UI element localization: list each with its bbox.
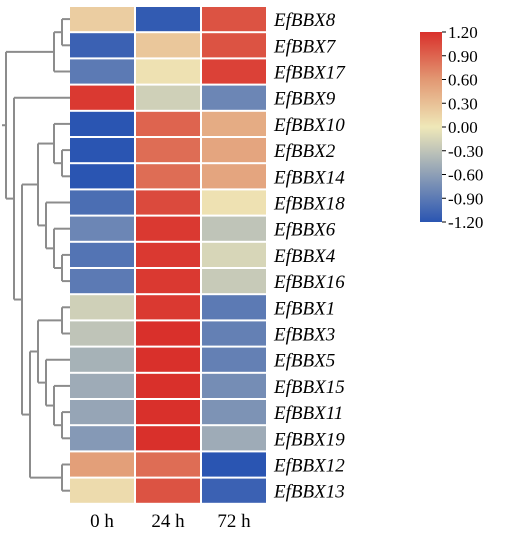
legend-tick-label: -0.90 (448, 189, 483, 208)
heatmap-cell (136, 242, 200, 267)
row-label: EfBBX3 (273, 325, 335, 346)
heatmap-cell (70, 347, 134, 372)
heatmap-cell (136, 478, 200, 503)
row-label: EfBBX18 (273, 194, 345, 215)
heatmap-cells (70, 7, 266, 503)
column-label: 0 h (90, 511, 114, 532)
heatmap-cell (202, 190, 266, 215)
column-label: 24 h (151, 511, 185, 532)
heatmap-cell (70, 111, 134, 136)
heatmap-cell (202, 33, 266, 58)
row-label: EfBBX14 (273, 167, 345, 188)
heatmap-cell (70, 426, 134, 451)
row-label: EfBBX4 (273, 246, 336, 267)
heatmap-cell (70, 85, 134, 110)
heatmap-cell (136, 269, 200, 294)
legend-tick-label: -0.60 (448, 166, 483, 185)
row-labels: EfBBX8 EfBBX7 EfBBX17 EfBBX9 EfBBX10 EfBBX2 Ef… (273, 10, 346, 503)
heatmap-cell (136, 426, 200, 451)
heatmap-cell (202, 138, 266, 163)
heatmap-cell (70, 33, 134, 58)
row-label: EfBBX5 (273, 351, 335, 372)
heatmap-cell (136, 7, 200, 32)
heatmap-cell (136, 85, 200, 110)
heatmap-cell (70, 400, 134, 425)
heatmap-cell (202, 295, 266, 320)
row-label: EfBBX1 (273, 298, 335, 319)
heatmap-cell (136, 111, 200, 136)
heatmap-cell (70, 269, 134, 294)
heatmap-cell (202, 216, 266, 241)
column-label: 72 h (217, 511, 251, 532)
row-dendrogram (2, 18, 70, 492)
row-label: EfBBX16 (273, 272, 345, 293)
heatmap-cell (202, 7, 266, 32)
row-label: EfBBX10 (273, 115, 345, 136)
color-legend: 1.20 0.90 0.60 0.30 0.00 -0.30 -0.60 -0.90 -1.20 (420, 23, 483, 232)
legend-tick-label: -1.20 (448, 213, 483, 232)
heatmap-cell (70, 478, 134, 503)
heatmap-cell (136, 138, 200, 163)
heatmap-cell (202, 478, 266, 503)
legend-tick-label: 1.20 (448, 23, 478, 42)
row-label: EfBBX19 (273, 429, 345, 450)
row-label: EfBBX9 (273, 89, 336, 110)
heatmap-cell (136, 452, 200, 477)
column-labels: 0 h 24 h 72 h (90, 511, 251, 532)
heatmap-cell (136, 59, 200, 84)
row-label: EfBBX7 (273, 36, 337, 57)
heatmap-cell (202, 400, 266, 425)
legend-tick-label: 0.90 (448, 47, 478, 66)
heatmap-cell (136, 164, 200, 189)
legend-tick-label: 0.30 (448, 94, 478, 113)
heatmap-cell (70, 242, 134, 267)
heatmap-cell (70, 452, 134, 477)
heatmap-cell (202, 373, 266, 398)
heatmap-cell (70, 164, 134, 189)
heatmap-cell (136, 321, 200, 346)
heatmap-cell (202, 269, 266, 294)
heatmap-cell (136, 295, 200, 320)
heatmap-cell (202, 111, 266, 136)
heatmap-cell (202, 321, 266, 346)
row-label: EfBBX12 (273, 456, 345, 477)
heatmap-cell (136, 33, 200, 58)
heatmap-cell (70, 216, 134, 241)
heatmap-cell (202, 452, 266, 477)
row-label: EfBBX13 (273, 482, 345, 503)
row-label: EfBBX8 (273, 10, 336, 31)
row-label: EfBBX15 (273, 377, 345, 398)
legend-tick-label: 0.60 (448, 71, 478, 90)
heatmap-cell (70, 373, 134, 398)
heatmap-cell (70, 190, 134, 215)
row-label: EfBBX2 (273, 141, 336, 162)
heatmap-cell (136, 373, 200, 398)
heatmap-cell (136, 190, 200, 215)
row-label: EfBBX17 (273, 63, 346, 84)
legend-tick-label: 0.00 (448, 118, 478, 137)
heatmap-cell (202, 164, 266, 189)
heatmap-cell (202, 85, 266, 110)
heatmap-cell (136, 216, 200, 241)
heatmap-cell (70, 295, 134, 320)
heatmap-cell (202, 347, 266, 372)
heatmap-cell (70, 321, 134, 346)
heatmap-cell (202, 59, 266, 84)
heatmap-cell (202, 242, 266, 267)
heatmap-cell (70, 59, 134, 84)
heatmap-cell (136, 400, 200, 425)
legend-tick-label: -0.30 (448, 142, 483, 161)
heatmap-cell (202, 426, 266, 451)
row-label: EfBBX6 (273, 220, 336, 241)
row-label: EfBBX11 (273, 403, 343, 424)
legend-colorbar (420, 32, 442, 222)
heatmap-cell (70, 138, 134, 163)
heatmap-cell (136, 347, 200, 372)
heatmap-cell (70, 7, 134, 32)
